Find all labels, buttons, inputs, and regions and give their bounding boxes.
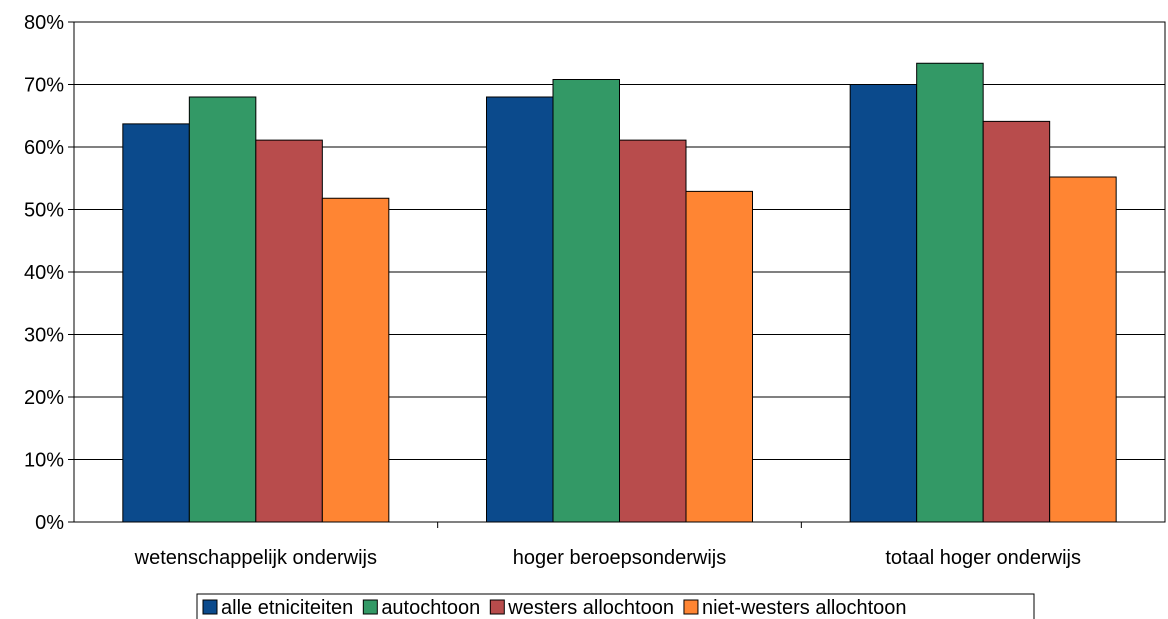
y-tick-label: 30%: [24, 325, 64, 347]
bar: [619, 139, 687, 523]
bar: [486, 96, 554, 523]
y-tick-label: 80%: [24, 12, 64, 34]
legend-swatch: [683, 599, 699, 615]
legend-swatch: [362, 599, 378, 615]
bar: [1049, 176, 1117, 523]
legend-label: autochtoon: [381, 597, 480, 619]
bar: [552, 79, 620, 523]
legend-swatch: [489, 599, 505, 615]
bar: [916, 62, 984, 523]
y-tick-label: 20%: [24, 387, 64, 409]
bars: [122, 62, 1117, 523]
bar: [982, 120, 1051, 523]
legend-label: westers allochtoon: [507, 597, 674, 619]
y-tick-labels: 0% 10% 20% 30% 40% 50% 60% 70% 80%: [24, 12, 64, 534]
y-tick-label: 40%: [24, 262, 64, 284]
x-category-label: wetenschappelijk onderwijs: [134, 547, 377, 569]
bar: [321, 197, 390, 523]
legend: alle etniciteiten autochtoon westers alloc…: [196, 593, 1035, 619]
y-tick-label: 60%: [24, 137, 64, 159]
y-tick-label: 10%: [24, 450, 64, 472]
x-category-label: totaal hoger onderwijs: [885, 547, 1081, 569]
legend-label: niet-westers allochtoon: [702, 597, 907, 619]
axes: [68, 21, 1166, 528]
x-category-label: hoger beroepsonderwijs: [513, 547, 726, 569]
y-tick-label: 50%: [24, 200, 64, 222]
bar: [188, 96, 257, 523]
bar: [255, 139, 323, 523]
y-tick-label: 0%: [35, 512, 64, 534]
legend-swatch: [202, 599, 218, 615]
y-tick-label: 70%: [24, 75, 64, 97]
x-category-labels: wetenschappelijk onderwijs hoger beroepso…: [134, 547, 1081, 569]
legend-box: [196, 593, 1035, 619]
legend-label: alle etniciteiten: [221, 597, 353, 619]
bar: [685, 190, 753, 523]
bar: [849, 84, 918, 523]
bar: [122, 123, 190, 523]
